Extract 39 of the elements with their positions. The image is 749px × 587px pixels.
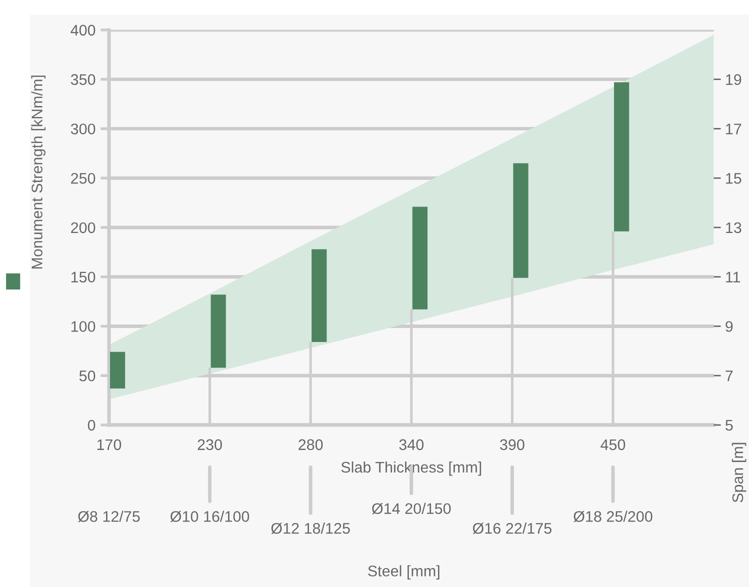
y-axis-title: Monument Strength [kNm/m] xyxy=(31,76,46,269)
x-tick-label: 450 xyxy=(600,439,626,450)
x-tick-label: 340 xyxy=(399,439,424,450)
y2-tick-label: 17 xyxy=(726,124,742,134)
bar xyxy=(412,206,428,310)
y2-tick-label: 13 xyxy=(726,222,742,234)
y-tick-label: 250 xyxy=(71,172,96,184)
y-tick-label: 50 xyxy=(79,370,96,382)
y-tick-label: 150 xyxy=(71,272,96,283)
y-tick-label: 300 xyxy=(70,124,96,134)
y2-tick-label: 9 xyxy=(726,321,733,332)
y-tick-label: 200 xyxy=(71,222,96,234)
y2-tick-label: 15 xyxy=(726,173,742,184)
text: Ø8 12/75 xyxy=(78,510,140,522)
bar xyxy=(110,352,126,388)
text: Ø16 22/175 xyxy=(472,522,552,534)
y-tick-label: 0 xyxy=(88,420,96,431)
bar xyxy=(513,163,528,278)
y2-tick-label: 5 xyxy=(726,420,733,431)
text: Ø18 25/200 xyxy=(574,510,652,522)
text: Ø12 18/125 xyxy=(271,522,350,534)
y2-tick-label: 19 xyxy=(726,74,742,86)
x-tick-label: 230 xyxy=(198,439,222,450)
y2-tick-label: 7 xyxy=(726,370,733,382)
text: Ø10 16/100 xyxy=(170,510,250,522)
bar xyxy=(614,82,630,232)
x-axis-title: Slab Thickness [mm] xyxy=(341,461,482,476)
bar xyxy=(312,249,327,342)
y2-tick-label: 11 xyxy=(726,272,740,282)
bar xyxy=(210,294,226,368)
text: Steel [mm] xyxy=(368,565,440,580)
y2-axis-title: Span [m] xyxy=(732,442,746,502)
x-tick-label: 170 xyxy=(97,439,122,450)
x-tick-label: 390 xyxy=(500,439,524,450)
y-tick-label: 400 xyxy=(70,24,96,36)
x-tick-label: 280 xyxy=(298,439,323,450)
y-tick-label: 350 xyxy=(70,74,96,86)
y-tick-label: 100 xyxy=(71,321,96,332)
text: Ø14 20/150 xyxy=(372,502,451,514)
